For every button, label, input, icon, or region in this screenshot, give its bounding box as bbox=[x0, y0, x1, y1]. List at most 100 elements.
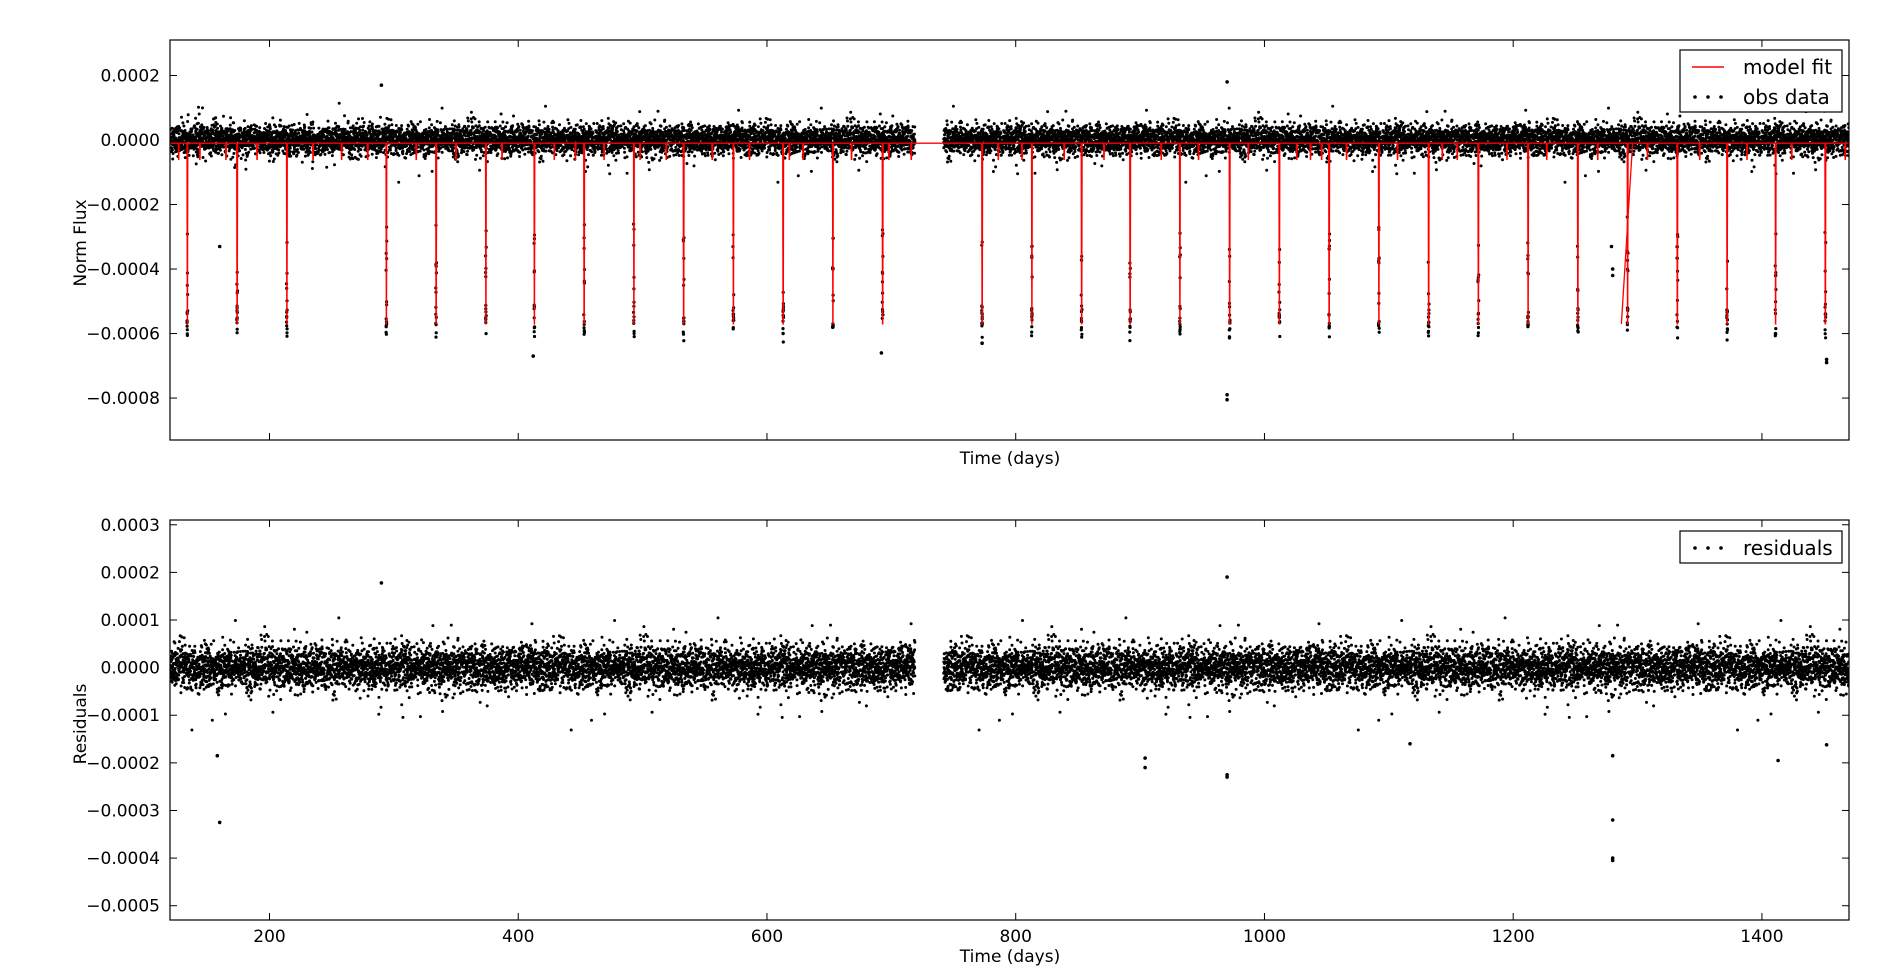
data-point bbox=[194, 162, 198, 166]
data-point bbox=[417, 174, 421, 178]
data-point bbox=[586, 165, 590, 169]
data-point bbox=[358, 128, 362, 132]
data-point bbox=[505, 121, 509, 125]
data-point bbox=[327, 126, 331, 130]
data-point bbox=[662, 149, 665, 153]
data-point bbox=[585, 148, 589, 151]
data-point bbox=[323, 152, 327, 156]
data-point bbox=[397, 153, 401, 157]
data-point bbox=[598, 133, 602, 137]
data-point bbox=[398, 147, 402, 151]
data-point bbox=[477, 124, 481, 128]
data-point bbox=[271, 160, 275, 163]
data-point bbox=[194, 116, 198, 120]
data-point bbox=[586, 145, 590, 149]
data-point bbox=[474, 157, 477, 161]
data-point bbox=[658, 158, 662, 162]
data-point bbox=[216, 126, 219, 130]
data-point bbox=[440, 106, 444, 110]
data-point bbox=[645, 156, 649, 160]
data-point bbox=[713, 151, 717, 155]
data-point bbox=[196, 155, 200, 159]
data-point bbox=[707, 124, 711, 128]
data-point bbox=[276, 153, 280, 157]
data-point bbox=[452, 146, 456, 150]
data-point bbox=[649, 122, 653, 126]
data-point bbox=[565, 159, 569, 163]
data-point bbox=[243, 148, 247, 151]
data-point bbox=[282, 125, 286, 129]
data-point bbox=[422, 148, 426, 152]
data-point bbox=[220, 126, 224, 130]
data-point bbox=[196, 121, 200, 125]
data-point bbox=[250, 127, 254, 131]
data-point bbox=[247, 150, 251, 154]
data-point bbox=[511, 124, 515, 128]
data-point bbox=[361, 128, 365, 132]
data-point bbox=[527, 125, 531, 129]
data-point bbox=[448, 149, 451, 153]
data-point bbox=[399, 131, 402, 134]
data-point bbox=[457, 125, 461, 129]
data-point bbox=[379, 150, 383, 154]
data-point bbox=[191, 154, 195, 158]
data-point bbox=[473, 117, 477, 121]
data-point bbox=[309, 126, 313, 130]
data-point bbox=[283, 135, 287, 139]
data-point bbox=[625, 155, 629, 159]
data-point bbox=[693, 154, 697, 158]
data-point bbox=[353, 148, 357, 151]
data-point bbox=[450, 123, 454, 127]
data-point bbox=[453, 128, 457, 132]
data-point bbox=[647, 168, 651, 172]
data-point bbox=[308, 146, 312, 150]
data-point bbox=[637, 126, 641, 130]
data-point bbox=[368, 129, 372, 133]
data-point bbox=[608, 172, 612, 176]
data-point bbox=[518, 128, 522, 132]
data-point bbox=[311, 160, 315, 164]
data-point bbox=[232, 152, 236, 155]
data-point bbox=[615, 130, 619, 133]
data-point bbox=[547, 127, 551, 131]
data-point bbox=[183, 156, 187, 160]
data-point bbox=[277, 148, 281, 152]
data-point bbox=[612, 154, 616, 158]
data-point bbox=[271, 116, 275, 120]
data-point bbox=[325, 165, 329, 169]
data-point bbox=[272, 157, 276, 161]
data-point bbox=[333, 163, 336, 167]
data-point bbox=[719, 151, 723, 155]
series-obs-data bbox=[170, 80, 1849, 402]
data-point bbox=[587, 153, 590, 157]
data-point bbox=[498, 124, 502, 128]
data-point bbox=[416, 122, 420, 126]
data-point bbox=[562, 153, 566, 157]
data-point bbox=[221, 134, 225, 138]
data-point bbox=[296, 148, 299, 151]
data-point bbox=[668, 154, 672, 158]
data-point bbox=[430, 123, 434, 127]
plot-area-0 bbox=[170, 40, 1849, 440]
data-point bbox=[278, 118, 282, 122]
data-point bbox=[638, 110, 642, 114]
data-point bbox=[228, 123, 232, 127]
data-point bbox=[351, 124, 355, 128]
data-point bbox=[493, 120, 497, 124]
data-point bbox=[537, 119, 541, 123]
data-point bbox=[418, 120, 422, 124]
data-point bbox=[292, 123, 296, 126]
plot-content-0 bbox=[170, 80, 1849, 402]
data-point bbox=[483, 125, 487, 129]
data-point bbox=[400, 124, 404, 128]
data-point bbox=[281, 149, 285, 153]
data-point bbox=[193, 126, 197, 130]
data-point bbox=[481, 154, 485, 158]
data-point bbox=[489, 151, 493, 155]
data-point bbox=[356, 157, 360, 161]
data-point bbox=[569, 154, 573, 158]
data-point bbox=[319, 153, 323, 156]
data-point bbox=[359, 148, 363, 152]
data-point bbox=[647, 160, 651, 164]
data-point bbox=[656, 109, 660, 113]
